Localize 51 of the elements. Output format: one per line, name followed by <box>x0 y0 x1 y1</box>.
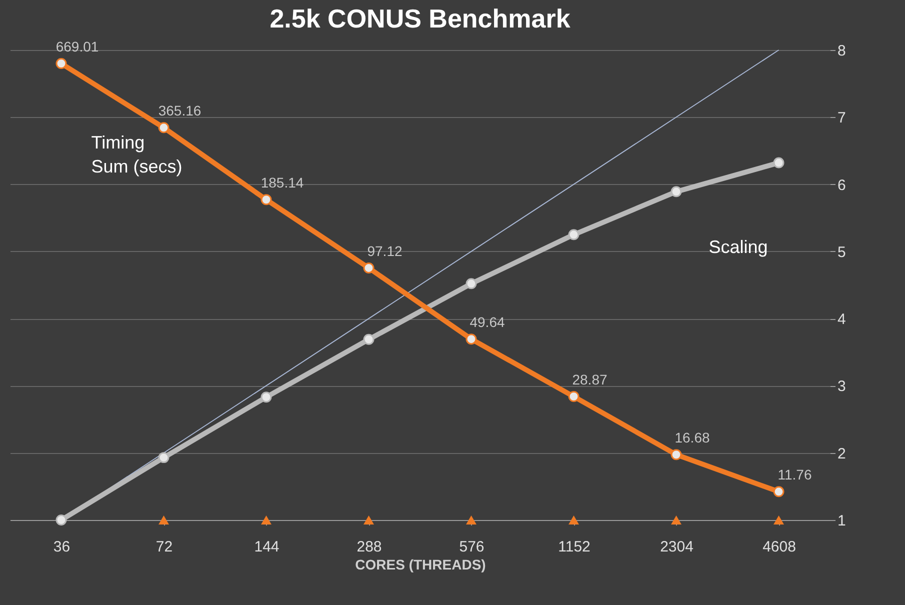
x-tick-label: 1152 <box>558 538 590 556</box>
point <box>261 515 272 525</box>
x-tick-label: 4608 <box>762 538 796 556</box>
x-tick-label: 36 <box>53 538 70 556</box>
point <box>773 157 784 168</box>
x-tick-label: 288 <box>356 538 382 556</box>
point <box>158 122 170 134</box>
data-label: 669.01 <box>56 38 99 55</box>
point <box>56 514 67 526</box>
x-tick-label: 72 <box>156 538 173 556</box>
data-label: 11.76 <box>778 466 812 483</box>
point <box>773 486 784 498</box>
data-label: 365.16 <box>158 102 202 119</box>
point <box>466 334 477 345</box>
point <box>568 515 579 525</box>
chart-title: 2.5k CONUS Benchmark <box>270 4 571 34</box>
point <box>568 391 580 402</box>
x-tick-label: 576 <box>459 538 484 556</box>
data-label: 185.14 <box>260 174 304 191</box>
point <box>364 515 374 525</box>
point <box>56 58 67 69</box>
point <box>568 229 580 240</box>
point <box>260 194 272 206</box>
y-tick-label: 6 <box>838 176 846 194</box>
data-label: 16.68 <box>674 430 710 446</box>
point <box>671 515 682 525</box>
point <box>670 449 682 460</box>
y-tick-label: 3 <box>838 378 846 396</box>
y-tick-label: 8 <box>838 42 846 60</box>
data-label: 97.12 <box>367 242 402 259</box>
y-tick-label: 4 <box>838 311 846 328</box>
series-label: Timing Sum (secs) <box>91 132 182 177</box>
x-axis-title: CORES (THREADS) <box>355 556 486 572</box>
text: Scaling <box>708 236 768 257</box>
point <box>158 452 170 464</box>
y-tick-label: 2 <box>838 445 846 462</box>
x-tick-label: 2304 <box>660 538 694 556</box>
point <box>466 515 476 525</box>
point <box>260 392 272 403</box>
point <box>363 262 374 274</box>
data-label: 49.64 <box>470 314 505 330</box>
point <box>363 334 374 345</box>
y-tick-label: 1 <box>838 512 846 530</box>
y-tick-label: 5 <box>838 244 846 261</box>
x-tick-label: 144 <box>254 538 280 556</box>
point <box>774 515 784 525</box>
data-label: 28.87 <box>572 372 608 388</box>
point <box>670 186 682 198</box>
point <box>466 278 477 290</box>
y-tick-label: 7 <box>838 110 846 127</box>
point <box>158 515 169 525</box>
